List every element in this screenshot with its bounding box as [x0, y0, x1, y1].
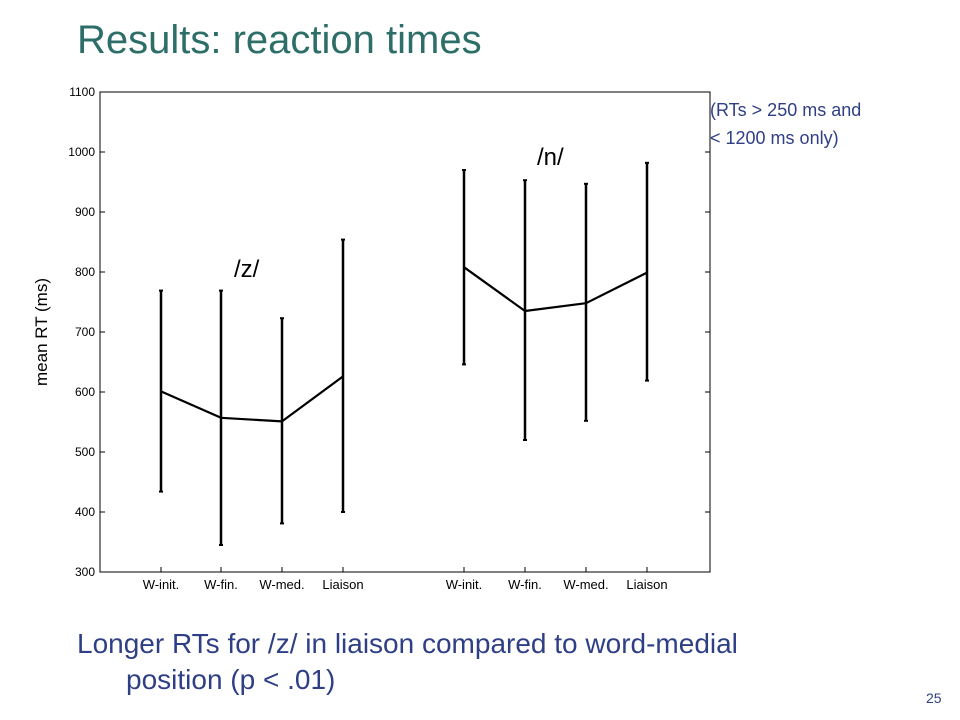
x-tick-label: W-init.: [446, 577, 483, 592]
y-tick-label: 600: [75, 385, 95, 399]
mean-point: [646, 271, 648, 274]
reaction-time-chart: 300 400 500 600 700 800 900 1000 1100 mean RT (ms…: [32, 85, 711, 592]
mean-point: [585, 302, 587, 305]
x-tick-label: Liaison: [626, 577, 667, 592]
mean-point: [524, 310, 526, 312]
series-label: /n/: [537, 144, 564, 171]
series-line-z: [160, 375, 344, 423]
mean-point: [160, 390, 162, 393]
plot-frame: [99, 91, 711, 573]
caption-line-1: Longer RTs for /z/ in liaison compared t…: [77, 628, 738, 659]
y-tick-label: 500: [75, 445, 95, 459]
y-axis-label: mean RT (ms): [32, 278, 51, 386]
series-line-n: [463, 266, 648, 313]
mean-point: [342, 375, 344, 378]
y-tick-label: 1000: [68, 145, 95, 159]
mean-point: [220, 416, 222, 419]
caption: Longer RTs for /z/ in liaison compared t…: [77, 626, 877, 698]
slide-title: Results: reaction times: [77, 18, 482, 62]
x-tick-label: W-init.: [143, 577, 180, 592]
page-number: 25: [926, 690, 942, 706]
mean-point: [281, 420, 283, 423]
caption-line-2: position (p < .01): [126, 664, 336, 695]
filter-note-line-2: < 1200 ms only): [710, 128, 839, 148]
mean-point: [463, 266, 465, 269]
x-tick-label: W-fin.: [204, 577, 238, 592]
y-tick-label: 400: [75, 505, 95, 519]
y-tick-label: 1100: [69, 85, 95, 99]
y-tick-label: 800: [75, 265, 95, 279]
filter-note-line-1: (RTs > 250 ms and: [710, 100, 862, 120]
x-tick-label: Liaison: [322, 577, 363, 592]
series-label: /z/: [234, 256, 260, 283]
filter-note: (RTs > 250 ms and < 1200 ms only): [710, 96, 861, 152]
y-tick-label: 900: [75, 205, 95, 219]
y-tick-label: 700: [75, 325, 95, 339]
y-tick-label: 300: [75, 565, 95, 579]
x-tick-label: W-fin.: [508, 577, 542, 592]
x-tick-label: W-med.: [563, 577, 608, 592]
x-tick-label: W-med.: [259, 577, 304, 592]
